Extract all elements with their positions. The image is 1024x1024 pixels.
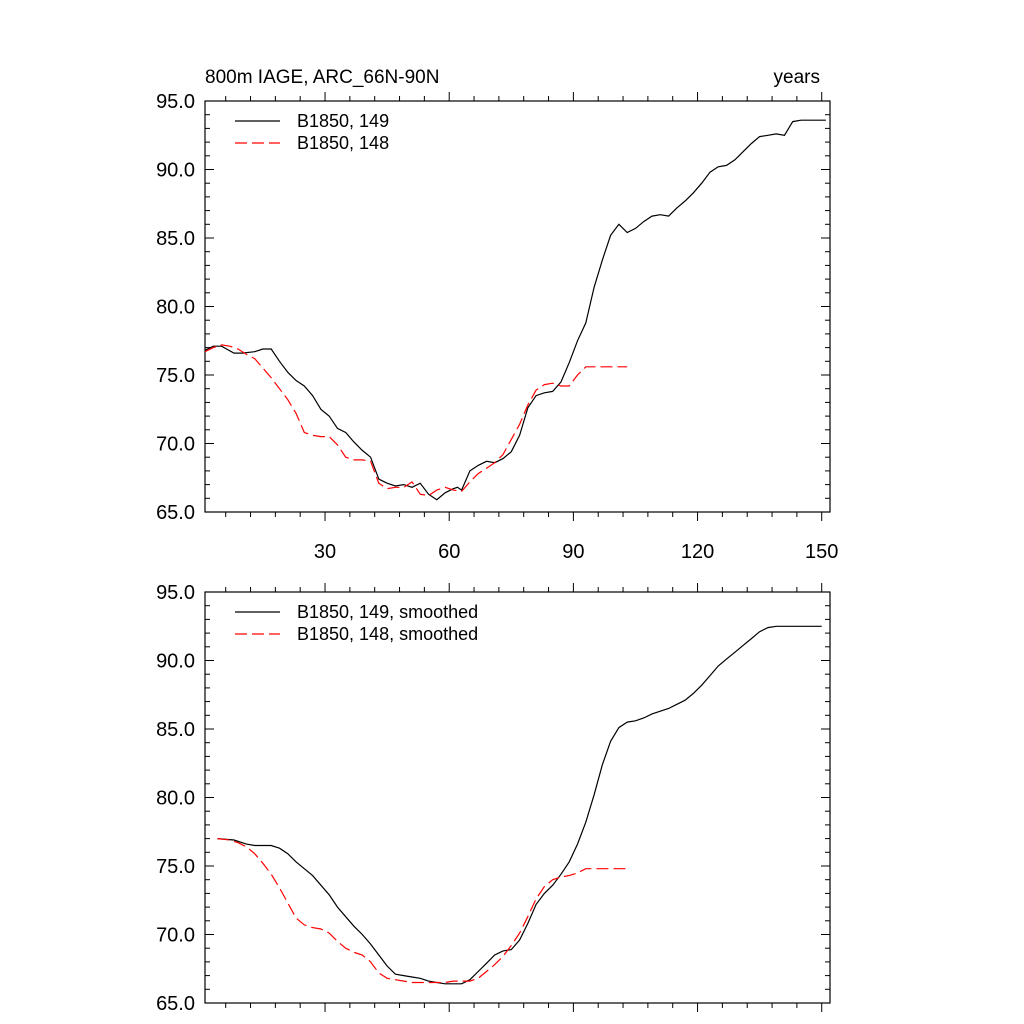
top-panel: 95.0 90.0 85.0 80.0 75.0 70.0 65.0 30 60 90 120 150…	[156, 91, 838, 563]
x-tick-label: 30	[314, 541, 336, 563]
legend-label: B1850, 148, smoothed	[297, 624, 478, 644]
y-tick-label: 95.0	[156, 91, 195, 113]
y-tick-label: 95.0	[156, 582, 195, 604]
chart-title: 800m IAGE, ARC_66N-90N	[205, 67, 439, 88]
y-tick-label: 80.0	[156, 297, 195, 319]
units-label: years	[774, 67, 820, 88]
x-tick-label: 60	[438, 541, 460, 563]
legend-label: B1850, 148	[297, 133, 389, 153]
y-tick-label: 80.0	[156, 788, 195, 810]
bottom-panel: 95.0 90.0 85.0 80.0 75.0 70.0 65.0 B1850, 149, …	[156, 582, 831, 1015]
y-tick-label: 75.0	[156, 365, 195, 387]
x-tick-label: 90	[562, 541, 584, 563]
series-line-1	[204, 119, 826, 501]
y-tick-label: 70.0	[156, 434, 195, 456]
series-line-1	[217, 625, 822, 985]
y-tick-label: 75.0	[156, 856, 195, 878]
y-tick-label: 70.0	[156, 925, 195, 947]
x-tick-label: 120	[681, 541, 714, 563]
series-line-2	[204, 344, 628, 497]
y-tick-label: 65.0	[156, 993, 195, 1015]
legend-label: B1850, 149, smoothed	[297, 602, 478, 622]
plot-frame	[204, 591, 831, 1004]
plot-frame	[204, 100, 831, 513]
y-tick-label: 90.0	[156, 651, 195, 673]
y-tick-label: 85.0	[156, 719, 195, 741]
y-tick-label: 85.0	[156, 228, 195, 250]
y-tick-label: 65.0	[156, 502, 195, 524]
series-line-2	[217, 838, 628, 984]
x-tick-label: 150	[805, 541, 838, 563]
y-tick-label: 90.0	[156, 160, 195, 182]
legend-label: B1850, 149	[297, 111, 389, 131]
